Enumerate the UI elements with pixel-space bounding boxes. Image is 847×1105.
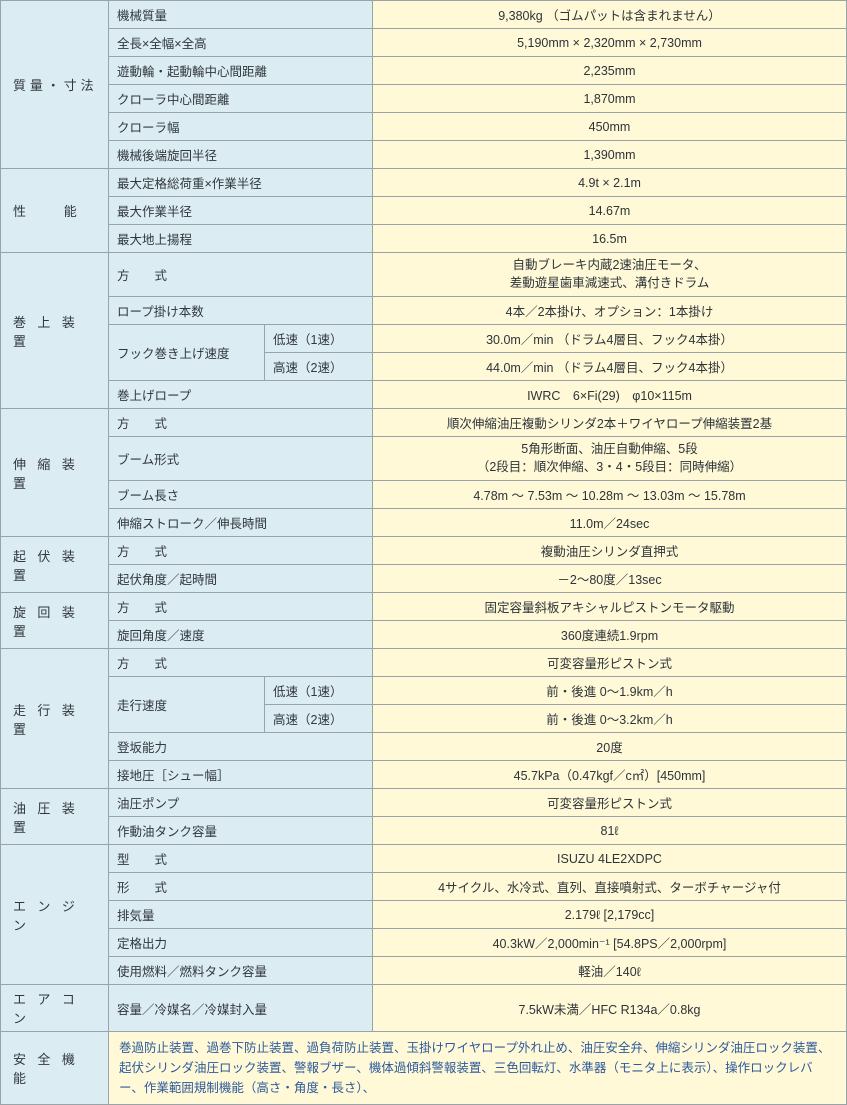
spec-label: フック巻き上げ速度 [109, 325, 265, 381]
category-label: 起 伏 装 置 [1, 537, 109, 593]
spec-value: 20度 [373, 733, 847, 761]
spec-label: 登坂能力 [109, 733, 373, 761]
spec-label: 方 式 [109, 593, 373, 621]
category-label: 安 全 機 能 [1, 1032, 109, 1105]
spec-label: 巻上げロープ [109, 381, 373, 409]
spec-label: 方 式 [109, 649, 373, 677]
spec-value: 7.5kW未満／HFC R134a／0.8kg [373, 985, 847, 1032]
spec-label: 方 式 [109, 253, 373, 297]
spec-label: 定格出力 [109, 929, 373, 957]
category-label: 性 能 [1, 169, 109, 253]
spec-value: 45.7kPa（0.47kgf／c㎡）[450mm] [373, 761, 847, 789]
category-label: エ ア コ ン [1, 985, 109, 1032]
spec-label: 最大定格総荷重×作業半径 [109, 169, 373, 197]
spec-label: 伸縮ストローク／伸長時間 [109, 509, 373, 537]
spec-value: 450mm [373, 113, 847, 141]
spec-value: 14.67m [373, 197, 847, 225]
spec-label: 全長×全幅×全高 [109, 29, 373, 57]
spec-sublabel: 高速（2速） [265, 353, 373, 381]
spec-label: クローラ中心間距離 [109, 85, 373, 113]
spec-label: 使用燃料／燃料タンク容量 [109, 957, 373, 985]
spec-value: 2.179ℓ [2,179cc] [373, 901, 847, 929]
spec-label: 形 式 [109, 873, 373, 901]
spec-value: 4.78m ～ 7.53m ～ 10.28m ～ 13.03m ～ 15.78m [373, 481, 847, 509]
category-label: 油 圧 装 置 [1, 789, 109, 845]
spec-value: 4.9t × 2.1m [373, 169, 847, 197]
spec-label: 接地圧［シュー幅］ [109, 761, 373, 789]
spec-value: 前・後進 0～3.2km／h [373, 705, 847, 733]
spec-value: 4サイクル、水冷式、直列、直接噴射式、ターボチャージャ付 [373, 873, 847, 901]
safety-features: 巻過防止装置、過巻下防止装置、過負荷防止装置、玉掛けワイヤロープ外れ止め、油圧安… [109, 1032, 847, 1105]
spec-value: 複動油圧シリンダ直押式 [373, 537, 847, 565]
spec-label: ブーム形式 [109, 437, 373, 481]
spec-label: 方 式 [109, 409, 373, 437]
spec-value: ISUZU 4LE2XDPC [373, 845, 847, 873]
spec-value: 1,870mm [373, 85, 847, 113]
category-label: 旋 回 装 置 [1, 593, 109, 649]
spec-value: 順次伸縮油圧複動シリンダ2本＋ワイヤロープ伸縮装置2基 [373, 409, 847, 437]
spec-label: 容量／冷媒名／冷媒封入量 [109, 985, 373, 1032]
spec-value: 自動ブレーキ内蔵2速油圧モータ、差動遊星歯車減速式、溝付きドラム [373, 253, 847, 297]
spec-value: 可変容量形ピストン式 [373, 649, 847, 677]
category-label: 伸 縮 装 置 [1, 409, 109, 537]
spec-label: ロープ掛け本数 [109, 297, 373, 325]
spec-value: 40.3kW／2,000min⁻¹ [54.8PS／2,000rpm] [373, 929, 847, 957]
spec-label: 遊動輪・起動輪中心間距離 [109, 57, 373, 85]
spec-value: 前・後進 0～1.9km／h [373, 677, 847, 705]
spec-value: 44.0m／min （ドラム4層目、フック4本掛） [373, 353, 847, 381]
spec-label: クローラ幅 [109, 113, 373, 141]
spec-value: IWRC 6×Fi(29) φ10×115m [373, 381, 847, 409]
spec-sublabel: 低速（1速） [265, 677, 373, 705]
spec-value: 1,390mm [373, 141, 847, 169]
spec-value: 2,235mm [373, 57, 847, 85]
spec-value: 11.0m／24sec [373, 509, 847, 537]
category-label: 巻 上 装 置 [1, 253, 109, 409]
spec-label: ブーム長さ [109, 481, 373, 509]
category-label: 質量・寸法 [1, 1, 109, 169]
spec-sublabel: 高速（2速） [265, 705, 373, 733]
spec-value: 30.0m／min （ドラム4層目、フック4本掛） [373, 325, 847, 353]
spec-label: 走行速度 [109, 677, 265, 733]
spec-value: 5角形断面、油圧自動伸縮、5段（2段目：順次伸縮、3・4・5段目：同時伸縮） [373, 437, 847, 481]
spec-value: 固定容量斜板アキシャルピストンモータ駆動 [373, 593, 847, 621]
spec-label: 旋回角度／速度 [109, 621, 373, 649]
spec-value: 5,190mm × 2,320mm × 2,730mm [373, 29, 847, 57]
spec-sublabel: 低速（1速） [265, 325, 373, 353]
spec-label: 機械後端旋回半径 [109, 141, 373, 169]
spec-value: －2～80度／13sec [373, 565, 847, 593]
spec-label: 機械質量 [109, 1, 373, 29]
category-label: 走 行 装 置 [1, 649, 109, 789]
spec-value: 81ℓ [373, 817, 847, 845]
spec-label: 起伏角度／起時間 [109, 565, 373, 593]
spec-label: 油圧ポンプ [109, 789, 373, 817]
category-label: エ ン ジ ン [1, 845, 109, 985]
spec-label: 排気量 [109, 901, 373, 929]
spec-value: 4本／2本掛け、オプション：1本掛け [373, 297, 847, 325]
spec-value: 16.5m [373, 225, 847, 253]
spec-label: 最大地上揚程 [109, 225, 373, 253]
spec-label: 作動油タンク容量 [109, 817, 373, 845]
spec-label: 方 式 [109, 537, 373, 565]
spec-label: 最大作業半径 [109, 197, 373, 225]
spec-value: 360度連続1.9rpm [373, 621, 847, 649]
spec-label: 型 式 [109, 845, 373, 873]
spec-value: 軽油／140ℓ [373, 957, 847, 985]
spec-value: 9,380kg （ゴムパットは含まれません） [373, 1, 847, 29]
spec-value: 可変容量形ピストン式 [373, 789, 847, 817]
spec-table: 質量・寸法機械質量9,380kg （ゴムパットは含まれません）全長×全幅×全高5… [0, 0, 847, 1105]
